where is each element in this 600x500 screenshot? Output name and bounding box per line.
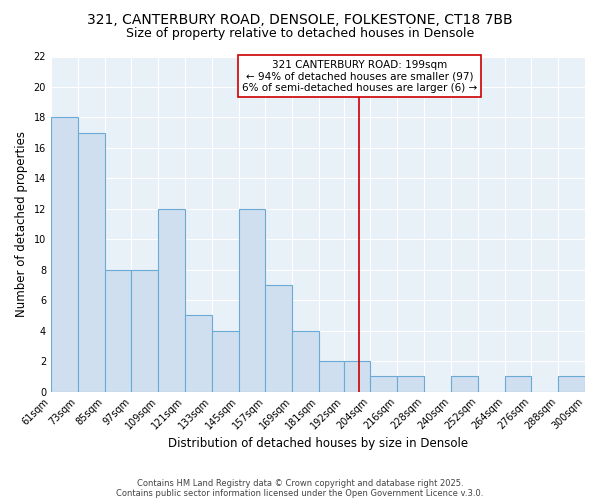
Bar xyxy=(78,132,104,392)
Bar xyxy=(558,376,585,392)
Bar xyxy=(158,209,185,392)
Bar xyxy=(292,330,319,392)
Bar xyxy=(239,209,265,392)
Bar xyxy=(319,361,344,392)
Bar xyxy=(212,330,239,392)
Bar xyxy=(185,316,212,392)
Text: Size of property relative to detached houses in Densole: Size of property relative to detached ho… xyxy=(126,28,474,40)
X-axis label: Distribution of detached houses by size in Densole: Distribution of detached houses by size … xyxy=(168,437,468,450)
Bar xyxy=(265,285,292,392)
Bar xyxy=(397,376,424,392)
Bar xyxy=(370,376,397,392)
Y-axis label: Number of detached properties: Number of detached properties xyxy=(15,131,28,317)
Bar xyxy=(131,270,158,392)
Text: 321 CANTERBURY ROAD: 199sqm
← 94% of detached houses are smaller (97)
6% of semi: 321 CANTERBURY ROAD: 199sqm ← 94% of det… xyxy=(242,60,477,92)
Bar xyxy=(344,361,370,392)
Bar xyxy=(505,376,532,392)
Bar xyxy=(451,376,478,392)
Text: Contains HM Land Registry data © Crown copyright and database right 2025.: Contains HM Land Registry data © Crown c… xyxy=(137,478,463,488)
Bar xyxy=(51,118,78,392)
Text: 321, CANTERBURY ROAD, DENSOLE, FOLKESTONE, CT18 7BB: 321, CANTERBURY ROAD, DENSOLE, FOLKESTON… xyxy=(87,12,513,26)
Bar xyxy=(104,270,131,392)
Text: Contains public sector information licensed under the Open Government Licence v.: Contains public sector information licen… xyxy=(116,488,484,498)
